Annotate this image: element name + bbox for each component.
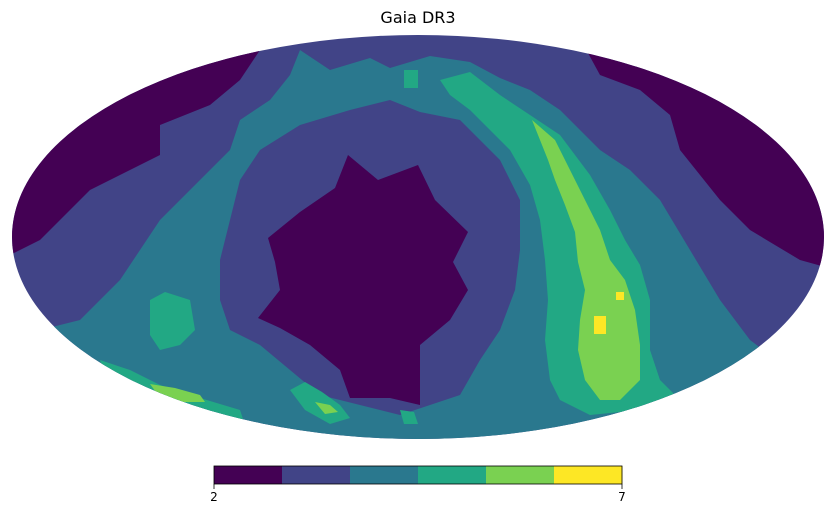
level-6-region xyxy=(616,292,624,300)
level-5-region xyxy=(532,120,640,400)
level-4-region xyxy=(400,410,418,424)
colorbar-segment xyxy=(214,466,283,484)
colorbar-max-label: 7 xyxy=(618,490,626,504)
level-6-region xyxy=(594,316,606,334)
colorbar xyxy=(214,466,623,484)
colorbar-segment xyxy=(554,466,623,484)
colorbar-segment xyxy=(350,466,419,484)
level-4-region xyxy=(404,70,418,88)
level-5-region xyxy=(315,402,338,414)
level-4-region xyxy=(150,292,195,350)
level-5-region xyxy=(150,384,205,402)
colorbar-min-label: 2 xyxy=(210,490,218,504)
map-title: Gaia DR3 xyxy=(380,8,456,27)
colorbar-segment xyxy=(282,466,351,484)
colorbar-segment xyxy=(418,466,487,484)
level-1-region xyxy=(258,155,468,405)
colorbar-frame xyxy=(213,465,623,485)
colorbar-segment xyxy=(486,466,555,484)
